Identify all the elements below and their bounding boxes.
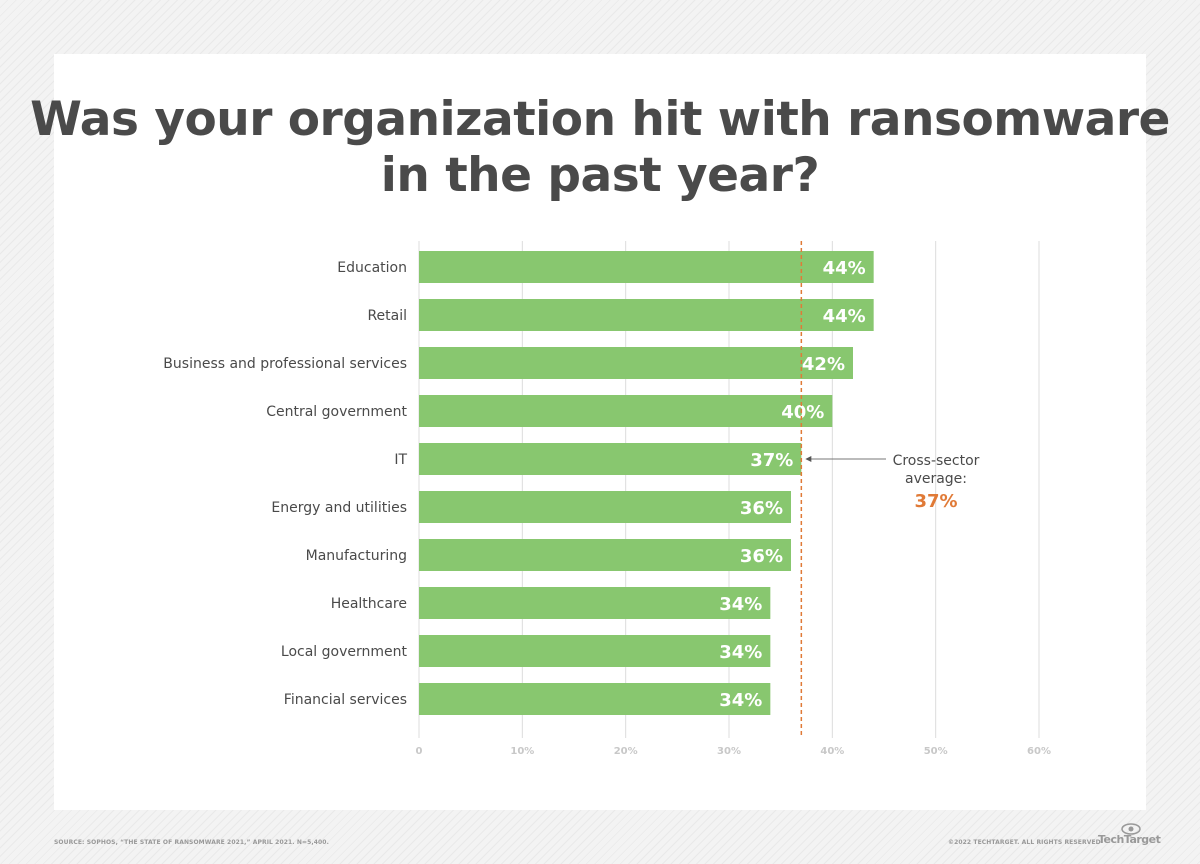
category-label: Energy and utilities [271, 500, 407, 516]
category-label: IT [394, 452, 407, 468]
x-tick-label: 0 [416, 746, 423, 757]
value-label: 44% [823, 258, 866, 279]
arrowhead-icon [805, 456, 812, 462]
value-label: 37% [750, 450, 793, 471]
value-label: 42% [802, 354, 845, 375]
value-label: 40% [781, 402, 824, 423]
bar [419, 443, 802, 475]
x-tick-label: 10% [510, 746, 534, 757]
category-label: Healthcare [331, 596, 407, 612]
value-label: 36% [740, 546, 783, 567]
techtarget-logo: TechTarget [1098, 833, 1161, 846]
average-value: 37% [914, 491, 957, 512]
average-label: Cross-sector [893, 453, 980, 469]
eye-icon [1121, 823, 1141, 835]
x-tick-label: 60% [1027, 746, 1051, 757]
category-label: Education [337, 260, 407, 276]
source-note: SOURCE: SOPHOS, “THE STATE OF RANSOMWARE… [54, 839, 329, 846]
value-label: 36% [740, 498, 783, 519]
average-label: average: [905, 471, 967, 487]
x-tick-label: 40% [820, 746, 844, 757]
value-label: 44% [823, 306, 866, 327]
bar [419, 347, 853, 379]
category-label: Financial services [284, 692, 407, 708]
value-label: 34% [719, 594, 762, 615]
category-label: Central government [266, 404, 407, 420]
eye-pupil-icon [1128, 826, 1134, 832]
category-label: Business and professional services [163, 356, 407, 372]
bar [419, 635, 771, 667]
bar [419, 251, 874, 283]
x-tick-label: 50% [924, 746, 948, 757]
category-label: Retail [367, 308, 407, 324]
bar [419, 587, 771, 619]
bar [419, 539, 791, 571]
value-label: 34% [719, 690, 762, 711]
copyright: ©2022 TECHTARGET. ALL RIGHTS RESERVED [948, 839, 1101, 846]
category-label: Manufacturing [306, 548, 407, 564]
x-tick-label: 20% [614, 746, 638, 757]
bar [419, 683, 771, 715]
bar [419, 491, 791, 523]
bar [419, 299, 874, 331]
bar [419, 395, 833, 427]
x-tick-label: 30% [717, 746, 741, 757]
chart-title: Was your organization hit with ransomwar… [30, 92, 1170, 203]
value-label: 34% [719, 642, 762, 663]
category-label: Local government [281, 644, 408, 660]
